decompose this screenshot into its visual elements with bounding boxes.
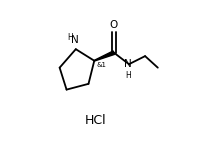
Text: H: H xyxy=(68,33,73,42)
Text: HCl: HCl xyxy=(85,114,106,127)
Text: &1: &1 xyxy=(97,62,107,68)
Polygon shape xyxy=(94,51,115,61)
Text: N: N xyxy=(124,59,132,69)
Text: O: O xyxy=(110,20,118,30)
Text: H: H xyxy=(126,70,131,80)
Text: N: N xyxy=(71,34,79,45)
